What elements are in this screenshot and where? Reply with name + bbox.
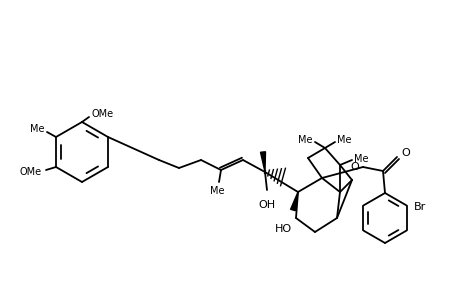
Polygon shape [290,192,297,211]
Text: Me: Me [29,124,44,134]
Text: Me: Me [353,154,368,164]
Polygon shape [260,152,265,172]
Text: OMe: OMe [92,109,114,119]
Text: Me: Me [209,186,224,196]
Text: HO: HO [274,224,291,234]
Text: OH: OH [258,200,275,210]
Text: O: O [349,162,358,172]
Text: OMe: OMe [20,167,42,177]
Text: Me: Me [298,135,312,145]
Text: O: O [400,148,409,158]
Text: Br: Br [413,202,425,212]
Text: Me: Me [336,135,351,145]
